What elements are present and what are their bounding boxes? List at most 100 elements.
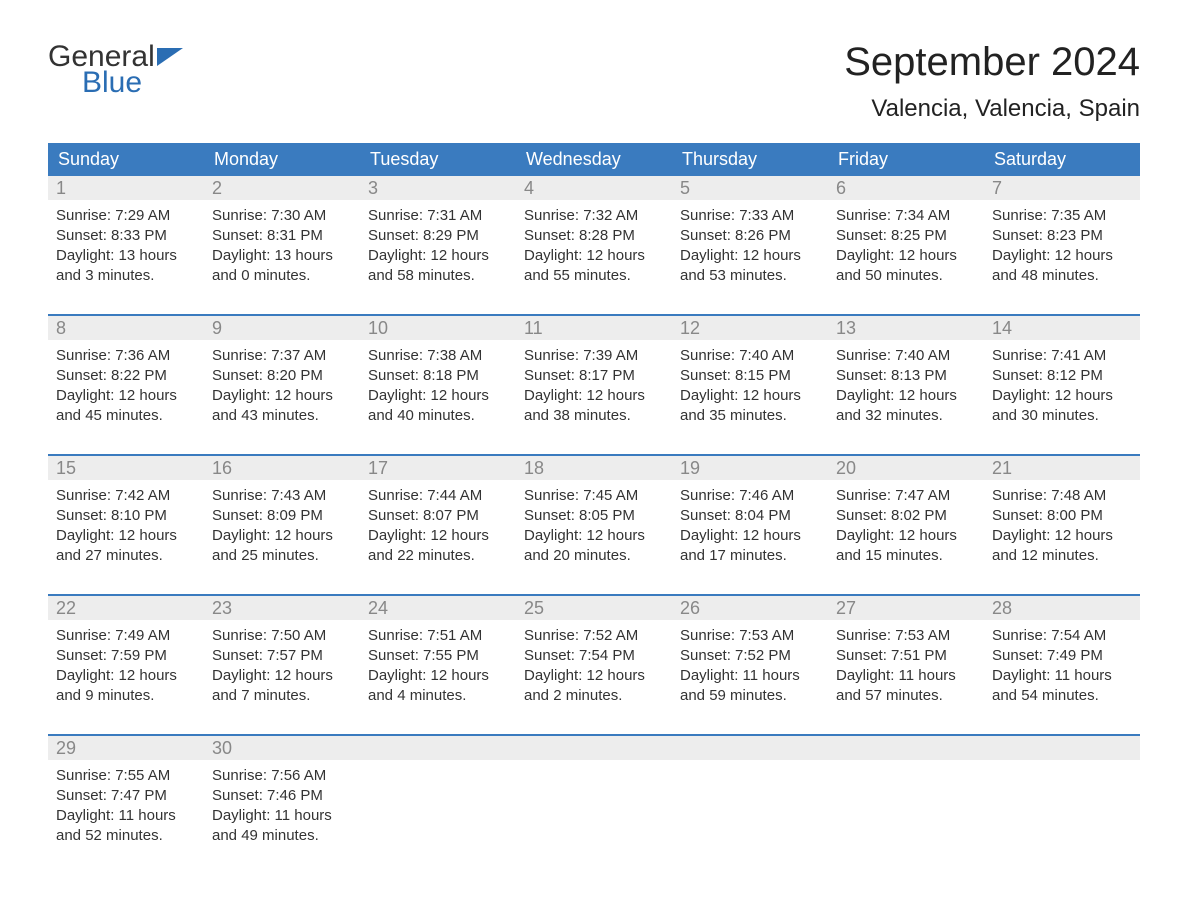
day-cell: Sunrise: 7:40 AMSunset: 8:13 PMDaylight:… (828, 340, 984, 432)
sunrise-line: Sunrise: 7:30 AM (212, 206, 352, 226)
daylight-line2: and 59 minutes. (680, 686, 820, 706)
daylight-line2: and 9 minutes. (56, 686, 196, 706)
day-header-friday: Friday (828, 143, 984, 176)
daylight-line2: and 48 minutes. (992, 266, 1132, 286)
sunset-line: Sunset: 8:10 PM (56, 506, 196, 526)
day-number: 1 (48, 176, 204, 200)
daylight-line1: Daylight: 11 hours (56, 806, 196, 826)
day-cell: Sunrise: 7:36 AMSunset: 8:22 PMDaylight:… (48, 340, 204, 432)
daylight-line2: and 57 minutes. (836, 686, 976, 706)
sunset-line: Sunset: 7:57 PM (212, 646, 352, 666)
daylight-line2: and 25 minutes. (212, 546, 352, 566)
daylight-line2: and 17 minutes. (680, 546, 820, 566)
sunrise-line: Sunrise: 7:53 AM (836, 626, 976, 646)
day-number: 28 (984, 596, 1140, 620)
daylight-line2: and 53 minutes. (680, 266, 820, 286)
daylight-line1: Daylight: 12 hours (368, 666, 508, 686)
day-cell (672, 760, 828, 852)
day-cell: Sunrise: 7:33 AMSunset: 8:26 PMDaylight:… (672, 200, 828, 292)
sunrise-line: Sunrise: 7:43 AM (212, 486, 352, 506)
day-cell: Sunrise: 7:41 AMSunset: 8:12 PMDaylight:… (984, 340, 1140, 432)
day-cell: Sunrise: 7:30 AMSunset: 8:31 PMDaylight:… (204, 200, 360, 292)
sunrise-line: Sunrise: 7:41 AM (992, 346, 1132, 366)
week-block: 15161718192021Sunrise: 7:42 AMSunset: 8:… (48, 454, 1140, 572)
daylight-line1: Daylight: 11 hours (992, 666, 1132, 686)
day-number: 15 (48, 456, 204, 480)
day-header-thursday: Thursday (672, 143, 828, 176)
sunrise-line: Sunrise: 7:29 AM (56, 206, 196, 226)
day-cell: Sunrise: 7:53 AMSunset: 7:51 PMDaylight:… (828, 620, 984, 712)
daylight-line1: Daylight: 12 hours (836, 246, 976, 266)
sunrise-line: Sunrise: 7:44 AM (368, 486, 508, 506)
daylight-line1: Daylight: 12 hours (524, 246, 664, 266)
sunrise-line: Sunrise: 7:34 AM (836, 206, 976, 226)
day-cell: Sunrise: 7:37 AMSunset: 8:20 PMDaylight:… (204, 340, 360, 432)
title-area: September 2024 Valencia, Valencia, Spain (844, 40, 1140, 123)
day-number: 21 (984, 456, 1140, 480)
content-strip: Sunrise: 7:42 AMSunset: 8:10 PMDaylight:… (48, 480, 1140, 572)
content-strip: Sunrise: 7:49 AMSunset: 7:59 PMDaylight:… (48, 620, 1140, 712)
daylight-line1: Daylight: 12 hours (680, 246, 820, 266)
daylight-line2: and 54 minutes. (992, 686, 1132, 706)
daylight-line2: and 2 minutes. (524, 686, 664, 706)
day-cell: Sunrise: 7:52 AMSunset: 7:54 PMDaylight:… (516, 620, 672, 712)
content-strip: Sunrise: 7:55 AMSunset: 7:47 PMDaylight:… (48, 760, 1140, 852)
day-number: 11 (516, 316, 672, 340)
sunset-line: Sunset: 8:17 PM (524, 366, 664, 386)
sunrise-line: Sunrise: 7:42 AM (56, 486, 196, 506)
logo: General Blue (48, 40, 183, 100)
header: General Blue September 2024 Valencia, Va… (48, 40, 1140, 123)
sunset-line: Sunset: 7:55 PM (368, 646, 508, 666)
daylight-line1: Daylight: 12 hours (368, 246, 508, 266)
sunset-line: Sunset: 8:02 PM (836, 506, 976, 526)
sunrise-line: Sunrise: 7:52 AM (524, 626, 664, 646)
sunset-line: Sunset: 7:51 PM (836, 646, 976, 666)
sunset-line: Sunset: 8:15 PM (680, 366, 820, 386)
sunrise-line: Sunrise: 7:40 AM (680, 346, 820, 366)
day-number: 20 (828, 456, 984, 480)
day-cell: Sunrise: 7:53 AMSunset: 7:52 PMDaylight:… (672, 620, 828, 712)
sunrise-line: Sunrise: 7:55 AM (56, 766, 196, 786)
week-block: 1234567Sunrise: 7:29 AMSunset: 8:33 PMDa… (48, 176, 1140, 292)
content-strip: Sunrise: 7:29 AMSunset: 8:33 PMDaylight:… (48, 200, 1140, 292)
day-cell: Sunrise: 7:35 AMSunset: 8:23 PMDaylight:… (984, 200, 1140, 292)
day-number-strip: 1234567 (48, 176, 1140, 200)
day-number: 13 (828, 316, 984, 340)
sunrise-line: Sunrise: 7:35 AM (992, 206, 1132, 226)
day-number: 10 (360, 316, 516, 340)
day-cell: Sunrise: 7:50 AMSunset: 7:57 PMDaylight:… (204, 620, 360, 712)
day-number: 2 (204, 176, 360, 200)
daylight-line2: and 3 minutes. (56, 266, 196, 286)
sunrise-line: Sunrise: 7:32 AM (524, 206, 664, 226)
sunset-line: Sunset: 8:18 PM (368, 366, 508, 386)
daylight-line2: and 15 minutes. (836, 546, 976, 566)
day-number: 7 (984, 176, 1140, 200)
sunset-line: Sunset: 8:04 PM (680, 506, 820, 526)
daylight-line1: Daylight: 13 hours (56, 246, 196, 266)
daylight-line2: and 52 minutes. (56, 826, 196, 846)
sunset-line: Sunset: 8:26 PM (680, 226, 820, 246)
daylight-line1: Daylight: 12 hours (992, 386, 1132, 406)
day-number: 24 (360, 596, 516, 620)
sunset-line: Sunset: 8:25 PM (836, 226, 976, 246)
daylight-line2: and 0 minutes. (212, 266, 352, 286)
day-number-strip: 891011121314 (48, 316, 1140, 340)
calendar: Sunday Monday Tuesday Wednesday Thursday… (48, 143, 1140, 852)
daylight-line2: and 30 minutes. (992, 406, 1132, 426)
sunrise-line: Sunrise: 7:47 AM (836, 486, 976, 506)
day-cell (360, 760, 516, 852)
day-number (516, 736, 672, 760)
day-header-saturday: Saturday (984, 143, 1140, 176)
daylight-line2: and 49 minutes. (212, 826, 352, 846)
sunset-line: Sunset: 8:22 PM (56, 366, 196, 386)
daylight-line1: Daylight: 12 hours (212, 386, 352, 406)
daylight-line1: Daylight: 13 hours (212, 246, 352, 266)
day-number: 19 (672, 456, 828, 480)
daylight-line1: Daylight: 12 hours (992, 246, 1132, 266)
sunrise-line: Sunrise: 7:36 AM (56, 346, 196, 366)
day-cell: Sunrise: 7:38 AMSunset: 8:18 PMDaylight:… (360, 340, 516, 432)
sunrise-line: Sunrise: 7:48 AM (992, 486, 1132, 506)
daylight-line1: Daylight: 12 hours (524, 386, 664, 406)
day-number: 25 (516, 596, 672, 620)
day-cell: Sunrise: 7:46 AMSunset: 8:04 PMDaylight:… (672, 480, 828, 572)
